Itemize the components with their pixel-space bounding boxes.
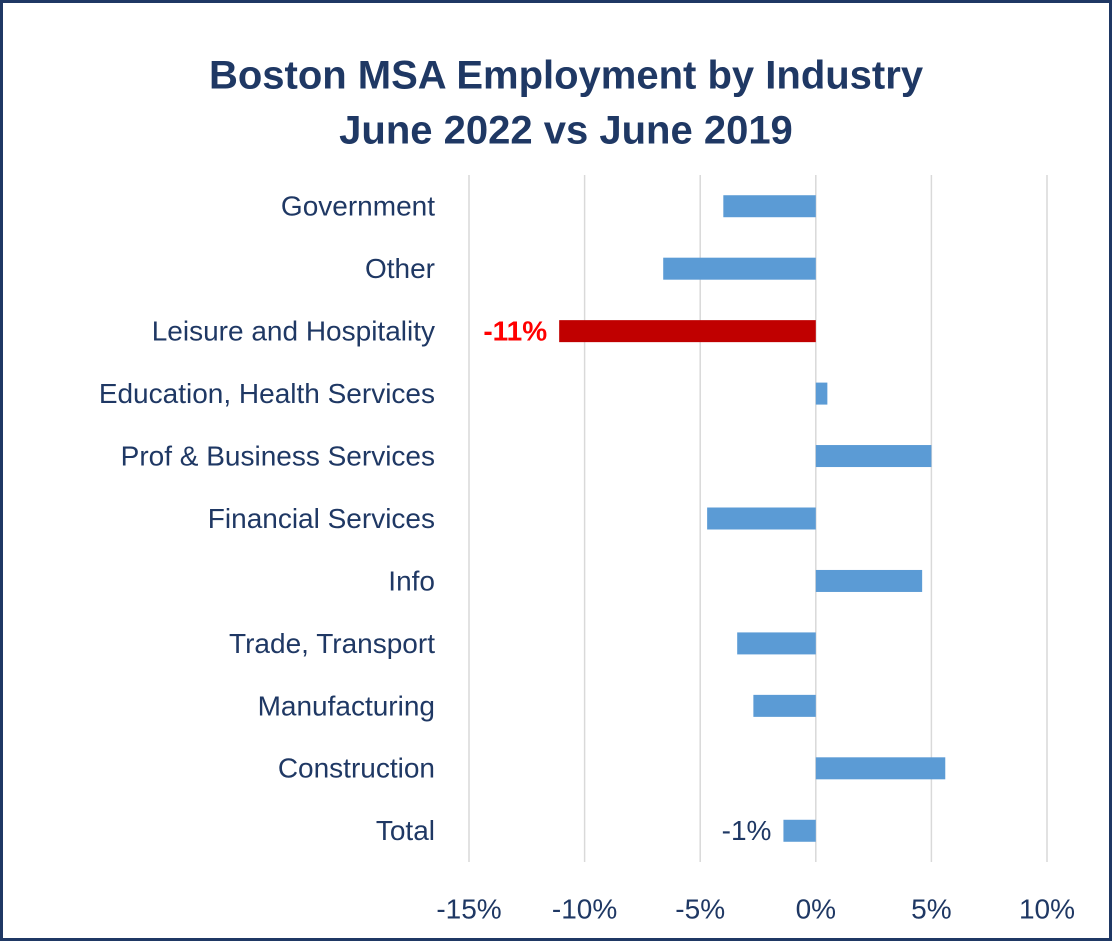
x-tick-label: -5%: [675, 893, 725, 924]
y-tick-label: Info: [388, 565, 435, 596]
y-tick-label: Total: [376, 815, 435, 846]
x-tick-label: 5%: [911, 893, 951, 924]
bar: [815, 569, 923, 592]
bar: [815, 382, 828, 405]
bar: [737, 632, 816, 655]
y-tick-label: Construction: [278, 753, 435, 784]
y-tick-label: Prof & Business Services: [121, 440, 435, 471]
y-tick-label: Manufacturing: [258, 690, 435, 721]
bar: [723, 195, 816, 218]
value-label: -1%: [722, 815, 772, 846]
x-tick-label: 10%: [1019, 893, 1075, 924]
x-tick-label: 0%: [796, 893, 836, 924]
bar: [815, 445, 932, 468]
bar: [559, 320, 816, 343]
bar: [663, 257, 816, 280]
x-tick-label: -15%: [436, 893, 501, 924]
y-tick-label: Government: [281, 191, 435, 222]
bar: [783, 819, 816, 842]
y-tick-label: Education, Health Services: [99, 378, 435, 409]
y-tick-label: Trade, Transport: [229, 628, 435, 659]
bar: [707, 507, 816, 530]
bar: [753, 694, 816, 717]
x-tick-label: -10%: [552, 893, 617, 924]
y-tick-label: Financial Services: [208, 503, 435, 534]
value-label: -11%: [483, 316, 547, 347]
chart-title: Boston MSA Employment by Industry: [209, 54, 924, 98]
bar: [815, 757, 946, 780]
y-tick-label: Leisure and Hospitality: [152, 316, 435, 347]
y-tick-label: Other: [365, 253, 435, 284]
chart-subtitle: June 2022 vs June 2019: [339, 109, 793, 153]
